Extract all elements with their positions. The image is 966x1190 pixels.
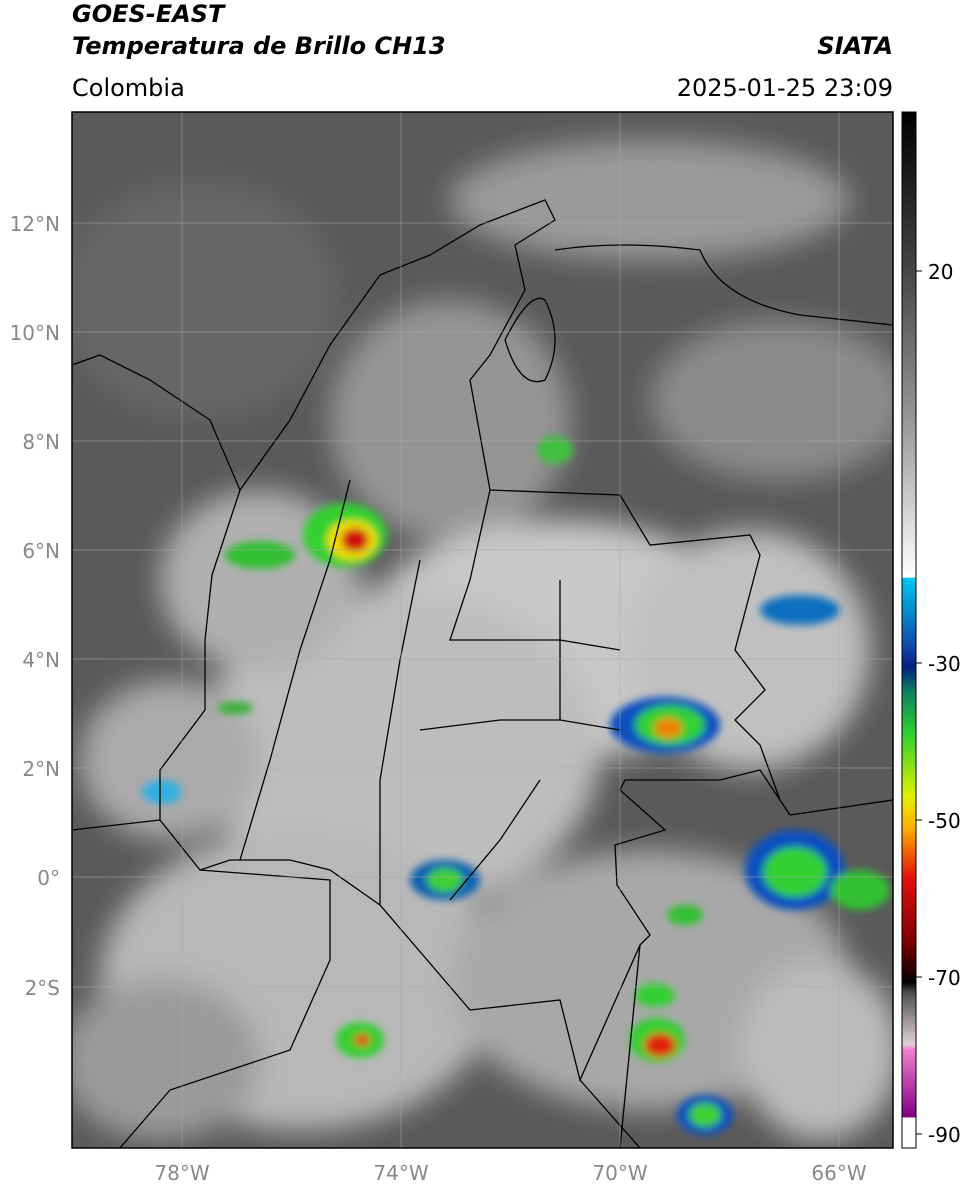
lat-ticks: 12°N 10°N 8°N 6°N 4°N 2°N 0° 2°S [10, 212, 60, 1000]
lon-tick-label: 78°W [154, 1161, 209, 1185]
lat-tick-label: 4°N [22, 648, 60, 672]
lon-tick-label: 70°W [592, 1161, 647, 1185]
colorbar-ticks: 20 -30 -50 -70 -90 [916, 260, 961, 1147]
datetime-label: 2025-01-25 23:09 [677, 74, 893, 102]
colorbar-tick-label: -50 [928, 809, 961, 833]
lat-tick-label: 12°N [10, 212, 60, 236]
lat-tick-label: 6°N [22, 539, 60, 563]
colorbar-tick-label: -70 [928, 966, 961, 990]
lat-tick-label: 2°S [25, 976, 60, 1000]
graticule [72, 112, 893, 1148]
product-title: Temperatura de Brillo CH13 [72, 32, 446, 60]
lon-tick-label: 74°W [373, 1161, 428, 1185]
satellite-title: GOES-EAST [72, 0, 226, 28]
colorbar [901, 111, 917, 1149]
map-frame [71, 111, 894, 1149]
colorbar-tick-label: 20 [928, 260, 953, 284]
region-label: Colombia [72, 74, 185, 102]
lon-tick-label: 66°W [811, 1161, 866, 1185]
source-label: SIATA [817, 32, 893, 60]
colorbar-tick-label: -30 [928, 652, 961, 676]
lon-ticks: 78°W 74°W 70°W 66°W [154, 1161, 866, 1185]
satellite-image [72, 112, 893, 1148]
colorbar-tick-label: -90 [928, 1123, 961, 1147]
lat-tick-label: 2°N [22, 757, 60, 781]
lat-tick-label: 0° [37, 866, 60, 890]
lat-tick-label: 10°N [10, 321, 60, 345]
lat-tick-label: 8°N [22, 430, 60, 454]
